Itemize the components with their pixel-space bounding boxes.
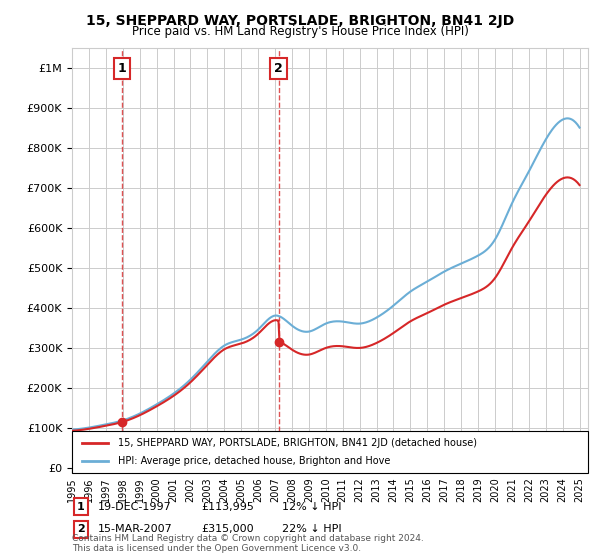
Text: 19-DEC-1997: 19-DEC-1997 — [98, 502, 172, 512]
FancyBboxPatch shape — [72, 431, 588, 473]
Text: 12% ↓ HPI: 12% ↓ HPI — [282, 502, 342, 512]
Text: £113,995: £113,995 — [202, 502, 254, 512]
Text: 1: 1 — [77, 502, 85, 512]
Text: 1: 1 — [118, 62, 127, 75]
Text: 22% ↓ HPI: 22% ↓ HPI — [282, 524, 342, 534]
Text: £315,000: £315,000 — [202, 524, 254, 534]
Text: 2: 2 — [274, 62, 283, 75]
Text: 2: 2 — [77, 524, 85, 534]
Text: Price paid vs. HM Land Registry's House Price Index (HPI): Price paid vs. HM Land Registry's House … — [131, 25, 469, 38]
Text: 15, SHEPPARD WAY, PORTSLADE, BRIGHTON, BN41 2JD (detached house): 15, SHEPPARD WAY, PORTSLADE, BRIGHTON, B… — [118, 438, 478, 448]
Text: HPI: Average price, detached house, Brighton and Hove: HPI: Average price, detached house, Brig… — [118, 456, 391, 466]
Text: 15, SHEPPARD WAY, PORTSLADE, BRIGHTON, BN41 2JD: 15, SHEPPARD WAY, PORTSLADE, BRIGHTON, B… — [86, 14, 514, 28]
Text: Contains HM Land Registry data © Crown copyright and database right 2024.
This d: Contains HM Land Registry data © Crown c… — [72, 534, 424, 553]
Text: 15-MAR-2007: 15-MAR-2007 — [98, 524, 172, 534]
